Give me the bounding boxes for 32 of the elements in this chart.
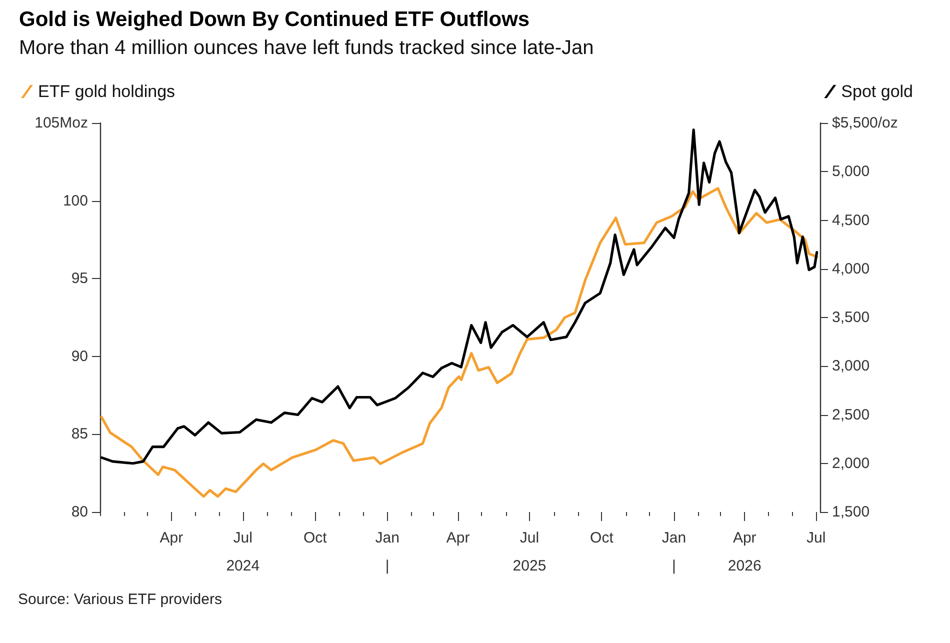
y2-tick-label: $5,500/oz	[832, 114, 898, 132]
x-tick-label: Apr 2026	[728, 530, 762, 574]
x-tick-label: Jan |	[662, 530, 686, 574]
y2-tick-label: 4,000	[832, 260, 870, 278]
x-tick-label: Apr	[446, 530, 470, 546]
x-tick-label: Oct	[303, 530, 328, 546]
x-tick-label: Jul 2025	[512, 530, 546, 574]
y2-tick-label: 4,500	[832, 212, 870, 229]
y-tick-label: 90	[71, 348, 88, 365]
y2-tick-label: 1,500	[832, 504, 870, 520]
x-tick-label: Apr	[160, 530, 184, 546]
y-tick-label: 80	[71, 504, 88, 520]
x-tick-label: Jul 2024	[226, 530, 260, 574]
line-series	[100, 187, 818, 498]
x-tick-label: Jul	[806, 530, 826, 546]
y2-tick-label: 5,000	[832, 163, 870, 180]
y2-tick-label: 3,500	[832, 309, 870, 326]
chart-title: Gold is Weighed Down By Continued ETF Outflows	[19, 8, 530, 31]
y2-tick-label: 3,000	[832, 358, 870, 375]
line-series	[100, 128, 818, 465]
y-tick-label: 85	[71, 426, 88, 443]
legend-label: ETF gold holdings	[38, 82, 176, 101]
chart-subtitle: More than 4 million ounces have left funds tracked since late-Jan	[19, 37, 594, 59]
y-tick-label: 105Moz	[34, 114, 88, 132]
y-tick-label: 95	[71, 270, 88, 288]
x-tick-label: Jan |	[375, 530, 400, 574]
y2-tick-label: 2,000	[832, 454, 870, 472]
legend-label: Spot gold	[841, 82, 914, 101]
x-tick-label: Oct	[590, 530, 614, 546]
source-note: Source: Various ETF providers	[18, 591, 222, 608]
y2-tick-label: 2,500	[832, 406, 870, 424]
y-tick-label: 100	[62, 192, 88, 210]
